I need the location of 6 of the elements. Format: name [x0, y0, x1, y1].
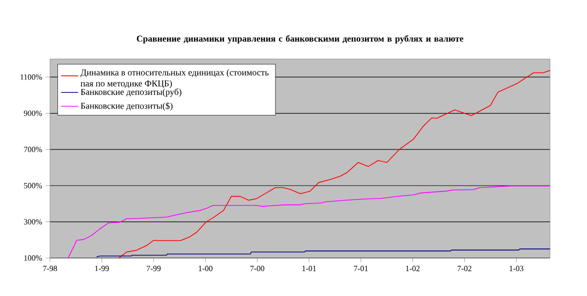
legend-label: Банковские депозиты($)	[80, 102, 172, 111]
chart-title: Сравнение динамики управления с банковскими депозитом в рублях и валюте	[136, 35, 464, 44]
line-series	[68, 186, 550, 258]
legend-label: Динамика в относительных единицах (стоимость пая по методике ФКЦБ)	[80, 69, 269, 88]
line-series	[96, 248, 550, 258]
legend-label: Банковские депозиты(руб)	[80, 88, 182, 97]
